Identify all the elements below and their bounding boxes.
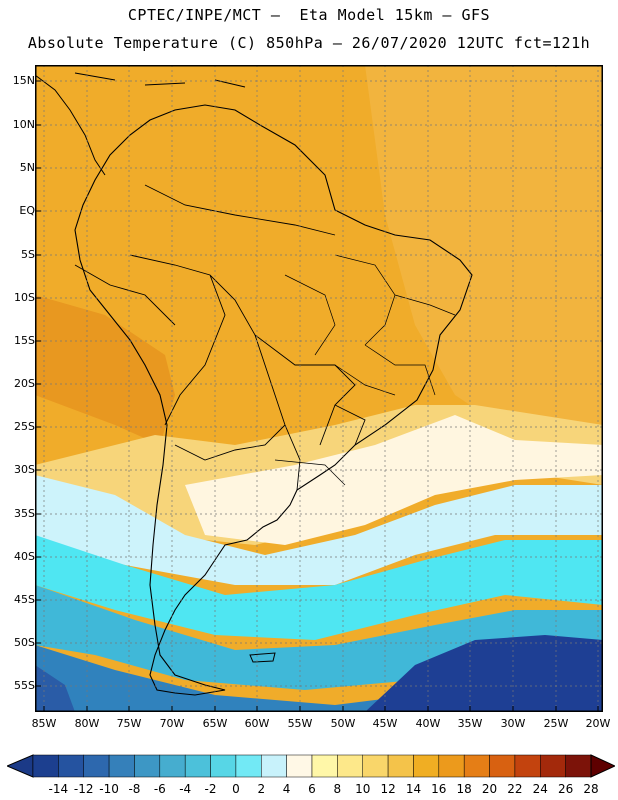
legend-label: -14 bbox=[48, 782, 69, 796]
lon-label: 20W bbox=[585, 717, 611, 730]
map-subtitle: Absolute Temperature (C) 850hPa – 26/07/… bbox=[27, 34, 591, 52]
lat-label: 35S bbox=[14, 507, 35, 520]
map-canvas bbox=[35, 65, 603, 712]
field-cyan bbox=[35, 535, 603, 640]
legend-label: 14 bbox=[405, 782, 422, 796]
map-frame bbox=[35, 65, 603, 712]
country-borders bbox=[74, 184, 366, 491]
field-dark-orange bbox=[35, 295, 175, 445]
legend-swatch bbox=[134, 754, 161, 778]
frame-ticks bbox=[35, 80, 599, 712]
lat-label: 15S bbox=[14, 334, 35, 347]
lon-label: 60W bbox=[244, 717, 270, 730]
lon-label: 40W bbox=[415, 717, 441, 730]
lon-label: 65W bbox=[202, 717, 228, 730]
legend-label: 24 bbox=[532, 782, 548, 796]
legend-min-arrow bbox=[5, 754, 34, 778]
map-title: CPTEC/INPE/MCT – Eta Model 15km – GFS bbox=[127, 6, 491, 24]
legend-swatch bbox=[159, 754, 186, 778]
legend-label: 6 bbox=[308, 782, 316, 796]
lon-label: 55W bbox=[287, 717, 313, 730]
legend-swatch bbox=[463, 754, 490, 778]
legend-label: 18 bbox=[456, 782, 472, 796]
south-america-coastline bbox=[74, 104, 473, 696]
temperature-map[interactable] bbox=[35, 65, 603, 712]
legend-label: 16 bbox=[431, 782, 447, 796]
lat-label: 30S bbox=[14, 463, 35, 476]
lat-label: 10S bbox=[14, 291, 35, 304]
legend-swatch bbox=[387, 754, 414, 778]
legend-label: 22 bbox=[507, 782, 523, 796]
legend-label: 12 bbox=[380, 782, 396, 796]
legend-swatch bbox=[261, 754, 287, 778]
legend-swatch bbox=[83, 754, 110, 778]
legend-swatch bbox=[108, 754, 135, 778]
lon-label: 80W bbox=[74, 717, 100, 730]
lon-label: 70W bbox=[159, 717, 185, 730]
field-cream bbox=[185, 415, 603, 545]
field-orange-east bbox=[365, 65, 603, 455]
lat-label: 15N bbox=[12, 74, 35, 87]
legend-label: -4 bbox=[179, 782, 192, 796]
lon-label: 85W bbox=[31, 717, 57, 730]
falkland-islands bbox=[249, 652, 276, 663]
legend-label: 4 bbox=[282, 782, 291, 796]
legend-label: 8 bbox=[333, 782, 342, 796]
legend-max-arrow bbox=[590, 754, 617, 778]
lat-label: 10N bbox=[12, 118, 35, 131]
lon-label: 25W bbox=[543, 717, 569, 730]
legend-label: -6 bbox=[153, 782, 166, 796]
lat-label: 50S bbox=[14, 636, 35, 649]
color-legend bbox=[5, 752, 617, 780]
field-pale-cyan bbox=[35, 475, 603, 585]
legend-label: -10 bbox=[99, 782, 119, 796]
lat-label: 40S bbox=[14, 550, 35, 563]
legend-label: -8 bbox=[128, 782, 141, 796]
legend-label: 20 bbox=[481, 782, 498, 796]
legend-label: 0 bbox=[232, 782, 240, 796]
legend-bar bbox=[5, 754, 617, 778]
lon-label: 30W bbox=[500, 717, 526, 730]
central-america-coastline bbox=[35, 74, 106, 176]
legend-swatch bbox=[184, 754, 211, 778]
lon-label: 50W bbox=[330, 717, 356, 730]
lat-label: 5N bbox=[19, 161, 35, 174]
legend-swatch bbox=[540, 754, 566, 778]
lat-label: 45S bbox=[14, 593, 35, 606]
legend-swatch bbox=[311, 754, 338, 778]
lat-label: 25S bbox=[14, 420, 35, 433]
legend-swatch bbox=[286, 754, 313, 778]
legend-swatch bbox=[514, 754, 541, 778]
legend-swatch bbox=[235, 754, 262, 778]
legend-swatch bbox=[565, 754, 592, 778]
legend-swatch bbox=[210, 754, 237, 778]
legend-swatch bbox=[337, 754, 363, 778]
legend-label: 28 bbox=[583, 782, 599, 796]
legend-swatch bbox=[438, 754, 465, 778]
field-navy-west bbox=[35, 665, 75, 712]
field-navy bbox=[365, 635, 603, 712]
legend-swatch bbox=[413, 754, 440, 778]
legend-swatch bbox=[489, 754, 516, 778]
lat-label: 20S bbox=[14, 377, 35, 390]
lat-label: 5S bbox=[21, 248, 35, 261]
lon-label: 35W bbox=[457, 717, 483, 730]
lon-label: 75W bbox=[116, 717, 142, 730]
legend-swatch bbox=[58, 754, 84, 778]
legend-label: 26 bbox=[557, 782, 574, 796]
legend-label: -12 bbox=[73, 782, 94, 796]
legend-label: -2 bbox=[204, 782, 217, 796]
legend-swatch bbox=[362, 754, 389, 778]
lat-label: EQ bbox=[19, 204, 35, 217]
legend-swatch bbox=[32, 754, 59, 778]
state-borders bbox=[274, 254, 456, 486]
lon-label: 45W bbox=[372, 717, 398, 730]
legend-label: 10 bbox=[355, 782, 371, 796]
legend-label: 2 bbox=[257, 782, 266, 796]
lat-label: 55S bbox=[14, 679, 35, 692]
